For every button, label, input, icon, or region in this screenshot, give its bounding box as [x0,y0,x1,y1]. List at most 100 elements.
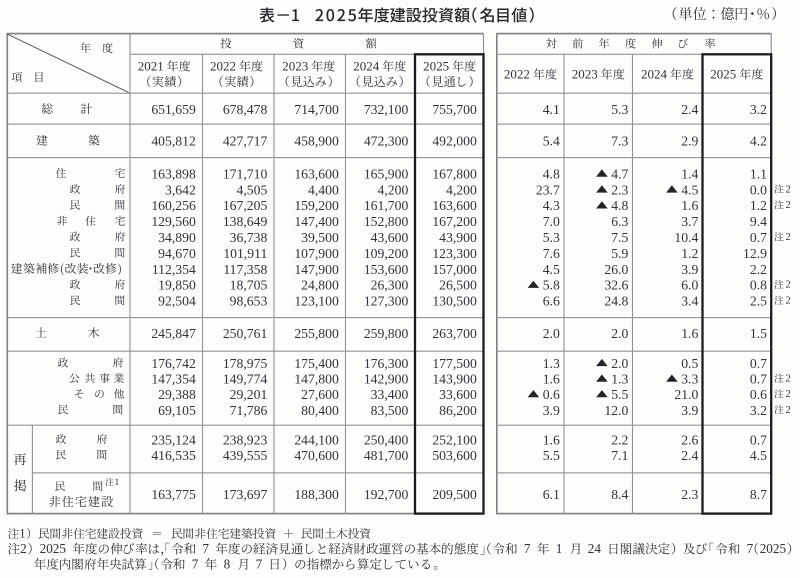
svg-text:127,300: 127,300 [364,294,409,309]
svg-text:86,200: 86,200 [439,403,477,418]
svg-text:153,600: 153,600 [364,262,409,277]
svg-text:24,800: 24,800 [301,278,339,293]
svg-text:1: 1 [19,527,25,541]
svg-text:2: 2 [786,232,791,243]
svg-text:439,555: 439,555 [223,448,268,463]
svg-text:2022: 2022 [504,66,530,81]
svg-text:175,400: 175,400 [294,356,339,371]
svg-text:2.4: 2.4 [681,102,698,117]
svg-text:143,900: 143,900 [432,372,477,387]
svg-text:12.0: 12.0 [604,403,628,418]
svg-text:19,850: 19,850 [158,278,196,293]
svg-text:238,923: 238,923 [223,432,268,447]
svg-text:458,900: 458,900 [294,134,339,149]
svg-text:244,100: 244,100 [294,432,339,447]
svg-text:5.3: 5.3 [543,230,560,245]
svg-text:755,700: 755,700 [432,102,477,117]
svg-text:678,478: 678,478 [223,102,268,117]
svg-text:4.5: 4.5 [750,448,767,463]
svg-text:732,100: 732,100 [364,102,409,117]
svg-text:2024: 2024 [641,66,668,81]
svg-text:6.3: 6.3 [611,214,628,229]
svg-text:167,800: 167,800 [432,166,477,181]
svg-text:2.0: 2.0 [611,356,628,371]
svg-text:7.5: 7.5 [611,230,628,245]
svg-text:94,670: 94,670 [158,246,196,261]
svg-text:83,500: 83,500 [371,403,409,418]
svg-text:149,774: 149,774 [223,372,268,387]
svg-text:71,786: 71,786 [230,403,268,418]
svg-text:0.0: 0.0 [750,182,767,197]
svg-text:503,600: 503,600 [432,448,477,463]
svg-text:1.4: 1.4 [681,166,698,181]
svg-text:5.4: 5.4 [543,134,560,149]
svg-text:0.8: 0.8 [750,278,767,293]
svg-text:3.9: 3.9 [543,403,560,418]
svg-text:8.7: 8.7 [750,487,767,502]
svg-text:1.6: 1.6 [681,326,698,341]
svg-text:0.6: 0.6 [543,387,560,402]
svg-text:29,201: 29,201 [230,387,268,402]
svg-text:235,124: 235,124 [151,432,196,447]
svg-text:2.9: 2.9 [681,134,698,149]
svg-text:27,600: 27,600 [301,387,339,402]
svg-text:142,900: 142,900 [364,372,409,387]
svg-text:9.4: 9.4 [750,214,767,229]
svg-text:4.7: 4.7 [611,166,628,181]
svg-text:159,200: 159,200 [294,198,339,213]
svg-text:3,642: 3,642 [165,182,196,197]
svg-text:252,100: 252,100 [432,432,477,447]
svg-text:1.6: 1.6 [681,198,698,213]
svg-text:2: 2 [786,184,791,195]
svg-text:69,105: 69,105 [158,403,196,418]
svg-text:2.0: 2.0 [611,326,628,341]
svg-text:4,200: 4,200 [378,182,409,197]
svg-text:2.3: 2.3 [611,182,628,197]
svg-text:33,400: 33,400 [371,387,409,402]
svg-text:3.7: 3.7 [681,214,698,229]
svg-text:255,800: 255,800 [294,326,339,341]
svg-text:481,700: 481,700 [364,448,409,463]
svg-text:167,200: 167,200 [432,214,477,229]
svg-text:167,205: 167,205 [223,198,268,213]
svg-text:2.2: 2.2 [750,262,767,277]
svg-text:4.5: 4.5 [543,262,560,277]
svg-text:3.4: 3.4 [681,294,698,309]
svg-text:0.7: 0.7 [750,372,767,387]
svg-text:651,659: 651,659 [151,102,196,117]
svg-text:7.3: 7.3 [611,134,628,149]
svg-text:2025: 2025 [423,58,449,73]
svg-text:1: 1 [556,541,563,556]
svg-text:107,900: 107,900 [294,246,339,261]
svg-text:7: 7 [192,556,199,571]
svg-text:4.8: 4.8 [611,198,628,213]
svg-text:6.6: 6.6 [543,294,560,309]
svg-text:259,800: 259,800 [364,326,409,341]
svg-text:163,600: 163,600 [294,166,339,181]
svg-text:2023: 2023 [572,66,598,81]
svg-text:10.4: 10.4 [674,230,698,245]
svg-text:163,600: 163,600 [432,198,477,213]
svg-text:80,400: 80,400 [301,403,339,418]
svg-text:2: 2 [786,200,791,211]
svg-text:7.1: 7.1 [611,448,628,463]
svg-text:470,600: 470,600 [294,448,339,463]
svg-text:2.2: 2.2 [611,432,628,447]
svg-text:2.5: 2.5 [750,294,767,309]
svg-text:26,500: 26,500 [439,278,477,293]
svg-text:36,738: 36,738 [230,230,268,245]
svg-text:6.0: 6.0 [681,278,698,293]
svg-text:161,700: 161,700 [364,198,409,213]
svg-text:4.5: 4.5 [681,182,698,197]
svg-text:4,200: 4,200 [446,182,477,197]
svg-text:7.0: 7.0 [543,214,560,229]
svg-text:138,649: 138,649 [223,214,268,229]
svg-text:163,775: 163,775 [151,487,196,502]
svg-text:2.3: 2.3 [681,487,698,502]
svg-text:2021: 2021 [138,58,164,73]
svg-text:39,500: 39,500 [301,230,339,245]
svg-text:6.1: 6.1 [543,487,560,502]
svg-text:2025: 2025 [760,541,787,556]
svg-text:2024: 2024 [353,58,380,73]
svg-text:178,975: 178,975 [223,356,268,371]
